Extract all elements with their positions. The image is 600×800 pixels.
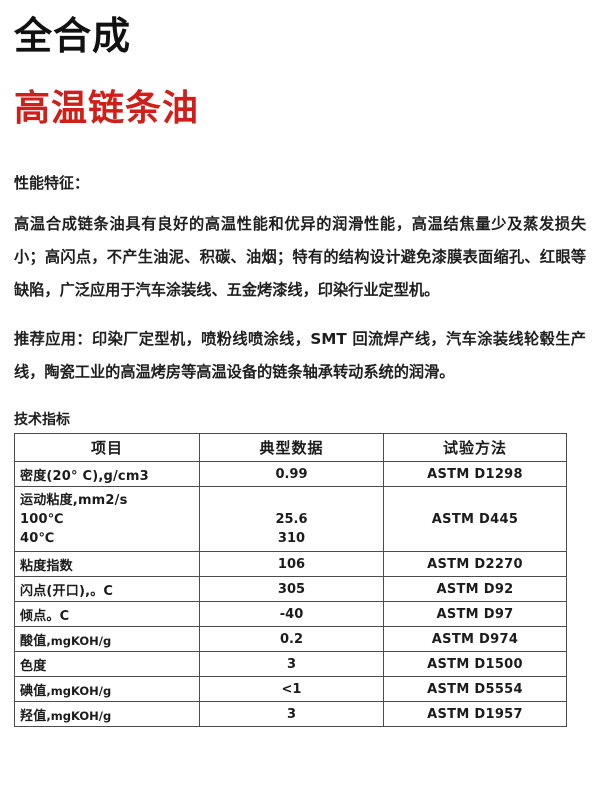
table-row: 密度(20° C),g/cm3 0.99 ASTM D1298 xyxy=(14,461,567,487)
cell-item: 粘度指数 xyxy=(14,551,200,577)
features-label: 性能特征： xyxy=(14,174,90,192)
table-row: 羟值,mgKOH/g 3 ASTM D1957 xyxy=(14,701,567,727)
cell-value-line: 310 xyxy=(277,530,306,546)
cell-item-line: 40℃ xyxy=(20,530,55,546)
cell-method: ASTM D2270 xyxy=(383,551,567,577)
cell-method: ASTM D1957 xyxy=(383,701,567,727)
cell-item: 碘值,mgKOH/g xyxy=(14,676,200,702)
table-row: 闪点(开口),。C 305 ASTM D92 xyxy=(14,576,567,602)
page-title-product: 高温链条油 xyxy=(14,88,200,129)
cell-item: 羟值,mgKOH/g xyxy=(14,701,200,727)
spec-table-caption: 技术指标 xyxy=(14,412,70,428)
spec-table: 项目 典型数据 试验方法 密度(20° C),g/cm3 0.99 ASTM D… xyxy=(14,433,567,727)
cell-item-text: 羟值 xyxy=(20,708,47,724)
table-row: 色度 3 ASTM D1500 xyxy=(14,651,567,677)
cell-value-line xyxy=(205,491,378,510)
cell-item-text: 酸值 xyxy=(20,633,47,649)
column-header-item: 项目 xyxy=(14,433,200,462)
table-row: 运动粘度,mm2/s 100℃ 40℃ 25.6 310 ASTM D445 xyxy=(14,486,567,552)
cell-method: ASTM D1500 xyxy=(383,651,567,677)
column-header-method: 试验方法 xyxy=(383,433,567,462)
table-row: 粘度指数 106 ASTM D2270 xyxy=(14,551,567,577)
applications-paragraph: 推荐应用：印染厂定型机，喷粉线喷涂线，SMT 回流焊产线，汽车涂装线轮毂生产线，… xyxy=(14,330,586,381)
cell-value: <1 xyxy=(199,676,384,702)
cell-item: 闪点(开口),。C xyxy=(14,576,200,602)
cell-item-unit: ,mgKOH/g xyxy=(46,633,112,648)
cell-value: 3 xyxy=(199,651,384,677)
cell-value: 106 xyxy=(199,551,384,577)
cell-value: 25.6 310 xyxy=(199,486,384,552)
cell-method: ASTM D97 xyxy=(383,601,567,627)
cell-item-unit: ,mgKOH/g xyxy=(46,683,112,698)
page-title-main: 全合成 xyxy=(14,14,132,58)
cell-item-line: 100℃ xyxy=(20,511,64,527)
cell-item: 酸值,mgKOH/g xyxy=(14,626,200,652)
table-row: 倾点。C -40 ASTM D97 xyxy=(14,601,567,627)
column-header-value: 典型数据 xyxy=(199,433,384,462)
features-paragraph: 高温合成链条油具有良好的高温性能和优异的润滑性能，高温结焦量少及蒸发损失小；高闪… xyxy=(14,215,586,299)
spec-table-body: 密度(20° C),g/cm3 0.99 ASTM D1298 运动粘度,mm2… xyxy=(14,461,567,727)
cell-value: 0.2 xyxy=(199,626,384,652)
cell-method: ASTM D92 xyxy=(383,576,567,602)
cell-item: 色度 xyxy=(14,651,200,677)
cell-item-text: 碘值 xyxy=(20,683,47,699)
cell-value: 305 xyxy=(199,576,384,602)
cell-item: 倾点。C xyxy=(14,601,200,627)
cell-method: ASTM D5554 xyxy=(383,676,567,702)
cell-method: ASTM D974 xyxy=(383,626,567,652)
cell-value: 0.99 xyxy=(199,461,384,487)
table-row: 酸值,mgKOH/g 0.2 ASTM D974 xyxy=(14,626,567,652)
cell-item: 密度(20° C),g/cm3 xyxy=(14,461,200,487)
cell-item-unit: ,mgKOH/g xyxy=(46,708,112,723)
cell-value: -40 xyxy=(199,601,384,627)
cell-item: 运动粘度,mm2/s 100℃ 40℃ xyxy=(14,486,200,552)
cell-method: ASTM D445 xyxy=(383,486,567,552)
cell-value-line: 25.6 xyxy=(275,511,308,527)
table-row: 碘值,mgKOH/g <1 ASTM D5554 xyxy=(14,676,567,702)
table-header-row: 项目 典型数据 试验方法 xyxy=(14,433,567,462)
cell-value: 3 xyxy=(199,701,384,727)
cell-method: ASTM D1298 xyxy=(383,461,567,487)
cell-item-line: 运动粘度,mm2/s xyxy=(20,492,128,508)
